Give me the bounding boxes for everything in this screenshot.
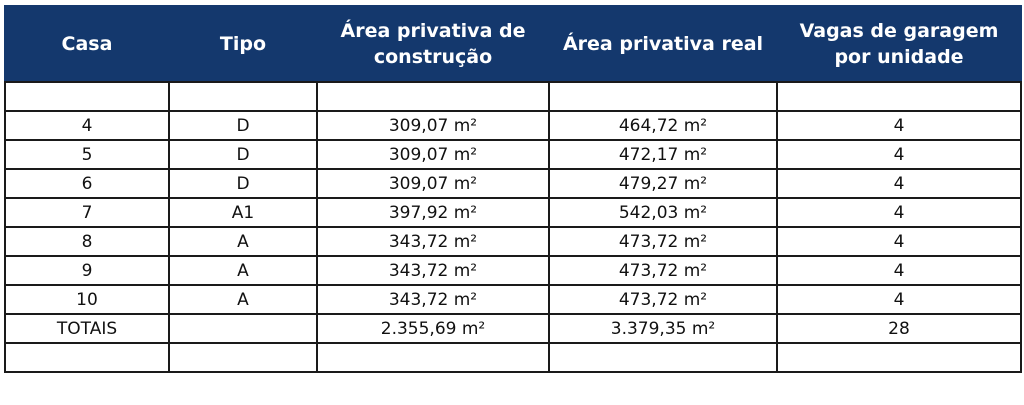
cell-area-construcao: 309,07 m² <box>316 168 550 199</box>
cell-area-real: 542,03 m² <box>548 197 778 228</box>
cell-casa: 5 <box>4 139 170 170</box>
table-row: 7 A1 397,92 m² 542,03 m² 4 <box>4 197 1022 228</box>
cell-tipo <box>168 81 318 112</box>
cell-tipo <box>168 313 318 344</box>
cell-tipo <box>168 342 318 373</box>
cell-area-construcao <box>316 342 550 373</box>
cell-casa: 9 <box>4 255 170 286</box>
cell-area-construcao: 309,07 m² <box>316 110 550 141</box>
houses-area-table: Casa Tipo Área privativa de construção Á… <box>4 5 1022 373</box>
cell-total-area-construcao: 2.355,69 m² <box>316 313 550 344</box>
header-area-construcao: Área privativa de construção <box>316 5 550 83</box>
cell-vagas: 4 <box>776 110 1022 141</box>
cell-casa: 7 <box>4 197 170 228</box>
cell-tipo: A1 <box>168 197 318 228</box>
cell-casa: 10 <box>4 284 170 315</box>
table-row <box>4 342 1022 373</box>
table-row: 6 D 309,07 m² 479,27 m² 4 <box>4 168 1022 199</box>
cell-area-real: 473,72 m² <box>548 284 778 315</box>
totals-row: TOTAIS 2.355,69 m² 3.379,35 m² 28 <box>4 313 1022 344</box>
table-row: 8 A 343,72 m² 473,72 m² 4 <box>4 226 1022 257</box>
cell-tipo: D <box>168 168 318 199</box>
cell-area-real: 473,72 m² <box>548 226 778 257</box>
cell-vagas: 4 <box>776 226 1022 257</box>
cell-totais-label: TOTAIS <box>4 313 170 344</box>
table-row: 5 D 309,07 m² 472,17 m² 4 <box>4 139 1022 170</box>
cell-area-real: 472,17 m² <box>548 139 778 170</box>
table-row: 10 A 343,72 m² 473,72 m² 4 <box>4 284 1022 315</box>
table-row <box>4 81 1022 112</box>
houses-area-table-container: Casa Tipo Área privativa de construção Á… <box>4 5 1022 400</box>
cell-casa: 6 <box>4 168 170 199</box>
cell-area-construcao <box>316 81 550 112</box>
cell-area-construcao: 343,72 m² <box>316 284 550 315</box>
cell-tipo: A <box>168 226 318 257</box>
header-area-real: Área privativa real <box>548 5 778 83</box>
cell-vagas: 4 <box>776 197 1022 228</box>
header-casa: Casa <box>4 5 170 83</box>
cell-casa: 8 <box>4 226 170 257</box>
cell-tipo: A <box>168 255 318 286</box>
cell-area-real: 464,72 m² <box>548 110 778 141</box>
cell-area-construcao: 343,72 m² <box>316 255 550 286</box>
cell-tipo: D <box>168 139 318 170</box>
cell-vagas: 4 <box>776 284 1022 315</box>
cell-vagas: 4 <box>776 168 1022 199</box>
cell-tipo: A <box>168 284 318 315</box>
cell-area-construcao: 343,72 m² <box>316 226 550 257</box>
header-vagas: Vagas de garagem por unidade <box>776 5 1022 83</box>
cell-total-area-real: 3.379,35 m² <box>548 313 778 344</box>
table-row: 4 D 309,07 m² 464,72 m² 4 <box>4 110 1022 141</box>
cell-vagas: 4 <box>776 255 1022 286</box>
cell-area-real <box>548 81 778 112</box>
cell-area-construcao: 397,92 m² <box>316 197 550 228</box>
cell-tipo: D <box>168 110 318 141</box>
cell-area-real <box>548 342 778 373</box>
cell-casa <box>4 342 170 373</box>
cell-area-real: 479,27 m² <box>548 168 778 199</box>
cell-total-vagas: 28 <box>776 313 1022 344</box>
table-row: 9 A 343,72 m² 473,72 m² 4 <box>4 255 1022 286</box>
header-tipo: Tipo <box>168 5 318 83</box>
table-header-row: Casa Tipo Área privativa de construção Á… <box>4 5 1022 83</box>
cell-casa: 4 <box>4 110 170 141</box>
cell-casa <box>4 81 170 112</box>
cell-vagas <box>776 342 1022 373</box>
cell-area-construcao: 309,07 m² <box>316 139 550 170</box>
cell-area-real: 473,72 m² <box>548 255 778 286</box>
cell-vagas <box>776 81 1022 112</box>
cell-vagas: 4 <box>776 139 1022 170</box>
